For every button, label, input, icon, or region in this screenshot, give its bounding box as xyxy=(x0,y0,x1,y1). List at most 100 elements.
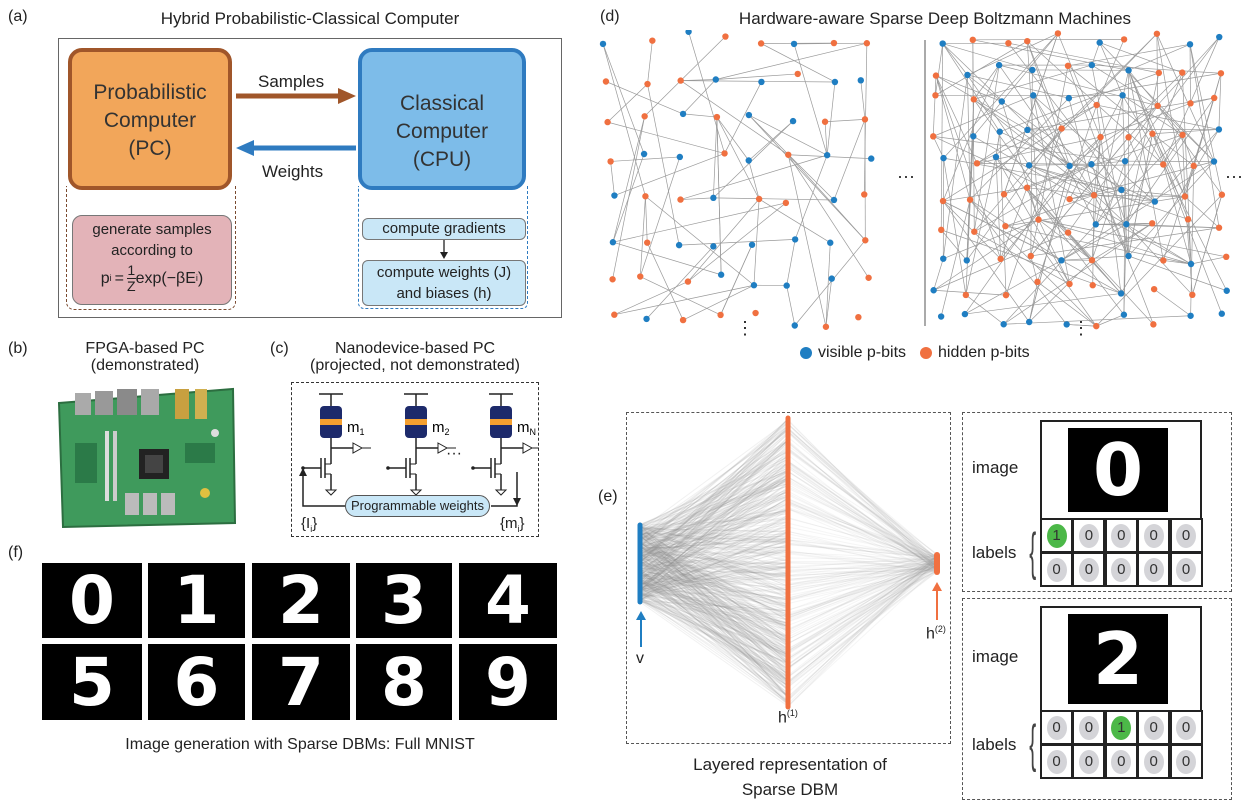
visible-pbit-node xyxy=(1119,92,1126,99)
label-badge: 0 xyxy=(1046,749,1067,774)
visible-pbit-node xyxy=(940,154,947,162)
visible-pbit-node xyxy=(1025,162,1033,169)
legend-visible: visible p-bits xyxy=(818,344,907,361)
layered-dbm-diagram xyxy=(636,415,942,710)
hidden-pbit-node xyxy=(1153,30,1161,37)
visible-pbit-node xyxy=(710,243,717,250)
generated-digit-8: 8 xyxy=(356,644,452,720)
hidden-pbit-node xyxy=(607,158,614,165)
label-badge: 0 xyxy=(1176,557,1197,582)
visible-pbit-node xyxy=(611,192,618,199)
visible-pbit-node xyxy=(857,77,864,84)
nanodevice-circuit: m1 m2 mN xyxy=(299,393,539,507)
hidden-pbit-node xyxy=(1179,69,1186,76)
formula-p: p xyxy=(100,270,110,287)
hidden-pbit-node xyxy=(1034,278,1041,286)
pc-task-dashed xyxy=(66,186,236,310)
graph-legend: visible p-bits hidden p-bits xyxy=(800,344,1030,362)
hidden-pbit-node xyxy=(971,228,978,235)
caption-line-1: Layered representation of xyxy=(693,755,887,774)
label-cell: 0 xyxy=(1137,744,1171,779)
visible-pbit-node xyxy=(998,98,1005,105)
sparse-dbm-graphs xyxy=(599,30,1230,330)
hidden-pbit-node xyxy=(755,195,763,203)
labels-label: labels xyxy=(972,735,1017,754)
hidden-pbit-node xyxy=(1064,62,1072,70)
layered-dbm-frame xyxy=(626,412,951,744)
hidden-pbit-node xyxy=(1160,161,1167,168)
generated-digit-1: 1 xyxy=(148,563,245,638)
label-cell: 0 xyxy=(1137,552,1171,587)
active-label-badge: 1 xyxy=(1046,523,1067,548)
panel-a-frame xyxy=(58,38,562,318)
example-frame-2 xyxy=(962,598,1232,800)
compute-weights-line-1: compute weights (J) xyxy=(376,264,512,281)
visible-pbit-node xyxy=(1096,39,1103,46)
hidden-pbit-node xyxy=(1154,102,1161,110)
panel-c-title-1: Nanodevice-based PC xyxy=(334,340,496,357)
visible-pbit-node xyxy=(710,194,717,202)
fpga-board-photo xyxy=(57,387,237,529)
device-label-3: mN xyxy=(517,419,536,437)
connection-lines xyxy=(639,418,938,708)
hidden-pbit-node xyxy=(1160,257,1167,264)
visible-pbit-node xyxy=(1123,221,1130,228)
hidden-pbit-node xyxy=(677,77,684,84)
hidden-pbit-node xyxy=(962,291,970,299)
label-cell: 0 xyxy=(1040,710,1073,745)
generated-digit-0: 0 xyxy=(42,563,142,638)
hidden-pbit-node xyxy=(794,70,801,78)
visible-pbit-node xyxy=(791,322,798,329)
hidden-pbit-node xyxy=(861,191,868,198)
hidden-pbit-node xyxy=(1217,70,1225,77)
label-badge: 0 xyxy=(1111,557,1132,582)
samples-label: Samples xyxy=(258,72,325,91)
example-frame-1 xyxy=(962,412,1232,592)
hidden-pbit-node xyxy=(752,309,759,317)
hidden-pbit-node xyxy=(1058,125,1065,132)
inverter-icon xyxy=(522,442,534,454)
example-digit-image: 0 xyxy=(1068,428,1168,512)
visible-pbit-node xyxy=(679,110,687,118)
visible-pbit-node xyxy=(1187,312,1194,319)
device-label-2: m2 xyxy=(432,419,450,437)
probabilistic-computer-box: Probabilistic Computer (PC) xyxy=(68,48,232,190)
hidden-pbit-node xyxy=(939,197,947,205)
visible-pbit-node xyxy=(1066,162,1073,170)
hidden-pbit-node xyxy=(782,199,790,207)
label-badge: 0 xyxy=(1046,557,1067,582)
h1-sup: (1) xyxy=(786,708,798,718)
label-cell: 0 xyxy=(1137,710,1171,745)
visible-pbit-node xyxy=(1215,126,1223,133)
weights-label: Weights xyxy=(262,162,324,181)
visible-pbit-node xyxy=(1223,287,1230,294)
hidden-pbit-node xyxy=(1093,322,1100,330)
circuit-ellipsis: ··· xyxy=(446,445,462,462)
label-badge: 0 xyxy=(1078,715,1099,740)
visible-pbit-node xyxy=(1187,260,1195,268)
label-cell: 1 xyxy=(1104,710,1138,745)
hidden-pbit-node xyxy=(855,313,862,321)
label-badge: 0 xyxy=(1143,523,1164,548)
hidden-pbit-node xyxy=(973,160,981,167)
visible-pbit-node xyxy=(1088,161,1095,168)
visible-pbit-node xyxy=(717,271,725,278)
visible-pbit-node xyxy=(1063,321,1070,328)
generated-digit-2: 2 xyxy=(252,563,350,638)
visible-pbit-node xyxy=(745,111,753,119)
hidden-pbit-node xyxy=(1120,36,1128,43)
generated-digit-4: 4 xyxy=(459,563,557,638)
panel-a-arrows xyxy=(236,88,356,156)
label-cell: 0 xyxy=(1104,552,1138,587)
cpu-task-dashed xyxy=(358,186,528,309)
input-label: {Ii} xyxy=(301,515,318,534)
label-cell: 0 xyxy=(1072,518,1106,553)
visible-pbit-node xyxy=(1186,41,1194,48)
label-cell: 1 xyxy=(1040,518,1073,553)
hidden-pbit-node xyxy=(966,196,974,203)
panel-d-label: (d) xyxy=(600,8,620,25)
weights-arrowhead xyxy=(236,140,254,156)
visible-pbit-node xyxy=(1026,318,1033,326)
hidden-pbit-node xyxy=(721,150,728,157)
